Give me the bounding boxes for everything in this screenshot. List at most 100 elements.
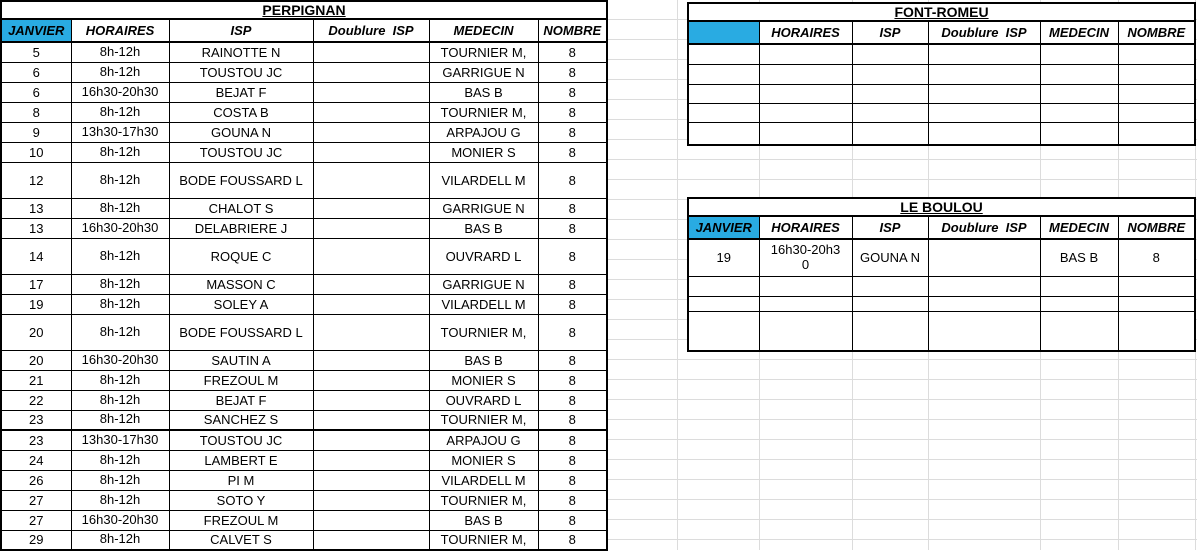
cell-horaires[interactable]: 8h-12h: [70, 41, 170, 63]
cell-doublure[interactable]: [312, 313, 430, 351]
cell-medecin[interactable]: MONIER S: [428, 141, 539, 163]
cell-isp[interactable]: [851, 275, 929, 297]
cell-medecin[interactable]: BAS B: [428, 509, 539, 531]
cell-nombre[interactable]: 8: [1117, 238, 1196, 277]
col-header-isp[interactable]: ISP: [851, 20, 929, 45]
cell-horaires[interactable]: 16h30-20h30: [70, 217, 170, 239]
cell-isp[interactable]: COSTA B: [168, 101, 314, 123]
col-header-horaires[interactable]: HORAIRES: [758, 215, 853, 240]
cell-nombre[interactable]: 8: [537, 529, 608, 551]
cell-horaires[interactable]: [758, 63, 853, 85]
cell-day[interactable]: 22: [0, 389, 72, 411]
cell-doublure[interactable]: [927, 63, 1041, 85]
cell-doublure[interactable]: [312, 529, 430, 551]
cell-isp[interactable]: CHALOT S: [168, 197, 314, 219]
cell-horaires[interactable]: 8h-12h: [70, 529, 170, 551]
cell-isp[interactable]: SOLEY A: [168, 293, 314, 315]
cell-medecin[interactable]: VILARDELL M: [428, 293, 539, 315]
cell-isp[interactable]: TOUSTOU JC: [168, 141, 314, 163]
cell-isp[interactable]: BEJAT F: [168, 81, 314, 103]
col-header-janvier[interactable]: JANVIER: [0, 18, 72, 43]
cell-medecin[interactable]: MONIER S: [428, 369, 539, 391]
cell-isp[interactable]: [851, 63, 929, 85]
col-header-horaires[interactable]: HORAIRES: [758, 20, 853, 45]
cell-doublure[interactable]: [312, 489, 430, 511]
cell-isp[interactable]: BODE FOUSSARD L: [168, 161, 314, 199]
cell-day[interactable]: 24: [0, 449, 72, 471]
cell-day[interactable]: 10: [0, 141, 72, 163]
cell-horaires[interactable]: 8h-12h: [70, 293, 170, 315]
cell-day[interactable]: [687, 83, 760, 104]
cell-doublure[interactable]: [927, 102, 1041, 123]
cell-horaires[interactable]: 8h-12h: [70, 101, 170, 123]
cell-horaires[interactable]: [758, 43, 853, 65]
cell-horaires[interactable]: [758, 310, 853, 352]
cell-medecin[interactable]: GARRIGUE N: [428, 61, 539, 83]
cell-doublure[interactable]: [312, 389, 430, 411]
cell-nombre[interactable]: 8: [537, 449, 608, 471]
cell-horaires[interactable]: [758, 83, 853, 104]
cell-isp[interactable]: SAUTIN A: [168, 349, 314, 371]
cell-medecin[interactable]: TOURNIER M,: [428, 313, 539, 351]
cell-doublure[interactable]: [312, 369, 430, 391]
cell-horaires[interactable]: 8h-12h: [70, 469, 170, 491]
cell-medecin[interactable]: GARRIGUE N: [428, 197, 539, 219]
col-header-isp[interactable]: ISP: [168, 18, 314, 43]
cell-horaires[interactable]: 8h-12h: [70, 197, 170, 219]
col-header-isp[interactable]: ISP: [851, 215, 929, 240]
cell-doublure[interactable]: [927, 275, 1041, 297]
cell-isp[interactable]: GOUNA N: [851, 238, 929, 277]
cell-nombre[interactable]: 8: [537, 161, 608, 199]
cell-nombre[interactable]: 8: [537, 197, 608, 219]
cell-horaires[interactable]: 8h-12h: [70, 489, 170, 511]
cell-isp[interactable]: SANCHEZ S: [168, 409, 314, 431]
cell-medecin[interactable]: [1039, 83, 1119, 104]
cell-medecin[interactable]: [1039, 310, 1119, 352]
cell-horaires[interactable]: 16h30-20h30: [70, 81, 170, 103]
cell-nombre[interactable]: 8: [537, 509, 608, 531]
cell-horaires[interactable]: [758, 121, 853, 146]
col-header-doublure-isp[interactable]: Doublure ISP: [312, 18, 430, 43]
cell-horaires[interactable]: 16h30-20h3 0: [758, 238, 853, 277]
cell-day[interactable]: [687, 102, 760, 123]
cell-horaires[interactable]: 8h-12h: [70, 409, 170, 431]
cell-isp[interactable]: CALVET S: [168, 529, 314, 551]
cell-doublure[interactable]: [312, 101, 430, 123]
cell-day[interactable]: 5: [0, 41, 72, 63]
cell-doublure[interactable]: [312, 273, 430, 295]
cell-day[interactable]: 12: [0, 161, 72, 199]
cell-medecin[interactable]: [1039, 43, 1119, 65]
cell-horaires[interactable]: 16h30-20h30: [70, 349, 170, 371]
cell-isp[interactable]: FREZOUL M: [168, 509, 314, 531]
cell-day[interactable]: 23: [0, 429, 72, 451]
cell-isp[interactable]: [851, 295, 929, 312]
cell-nombre[interactable]: [1117, 310, 1196, 352]
cell-day[interactable]: 27: [0, 489, 72, 511]
cell-day[interactable]: 8: [0, 101, 72, 123]
cell-nombre[interactable]: 8: [537, 389, 608, 411]
cell-medecin[interactable]: OUVRARD L: [428, 237, 539, 275]
cell-isp[interactable]: DELABRIERE J: [168, 217, 314, 239]
cell-horaires[interactable]: 8h-12h: [70, 61, 170, 83]
cell-nombre[interactable]: 8: [537, 41, 608, 63]
cell-medecin[interactable]: TOURNIER M,: [428, 41, 539, 63]
cell-day[interactable]: 14: [0, 237, 72, 275]
cell-medecin[interactable]: OUVRARD L: [428, 389, 539, 411]
cell-day[interactable]: [687, 295, 760, 312]
cell-day[interactable]: 13: [0, 217, 72, 239]
cell-doublure[interactable]: [312, 141, 430, 163]
font-romeu-title[interactable]: FONT-ROMEU: [687, 2, 1196, 22]
cell-isp[interactable]: [851, 121, 929, 146]
cell-nombre[interactable]: 8: [537, 81, 608, 103]
cell-day[interactable]: [687, 43, 760, 65]
cell-nombre[interactable]: 8: [537, 273, 608, 295]
cell-doublure[interactable]: [312, 237, 430, 275]
cell-medecin[interactable]: BAS B: [428, 81, 539, 103]
cell-medecin[interactable]: TOURNIER M,: [428, 529, 539, 551]
cell-nombre[interactable]: 8: [537, 469, 608, 491]
col-header-medecin[interactable]: MEDECIN: [428, 18, 539, 43]
cell-medecin[interactable]: BAS B: [1039, 238, 1119, 277]
cell-isp[interactable]: BEJAT F: [168, 389, 314, 411]
cell-horaires[interactable]: [758, 275, 853, 297]
col-header-nombre[interactable]: NOMBRE: [1117, 20, 1196, 45]
